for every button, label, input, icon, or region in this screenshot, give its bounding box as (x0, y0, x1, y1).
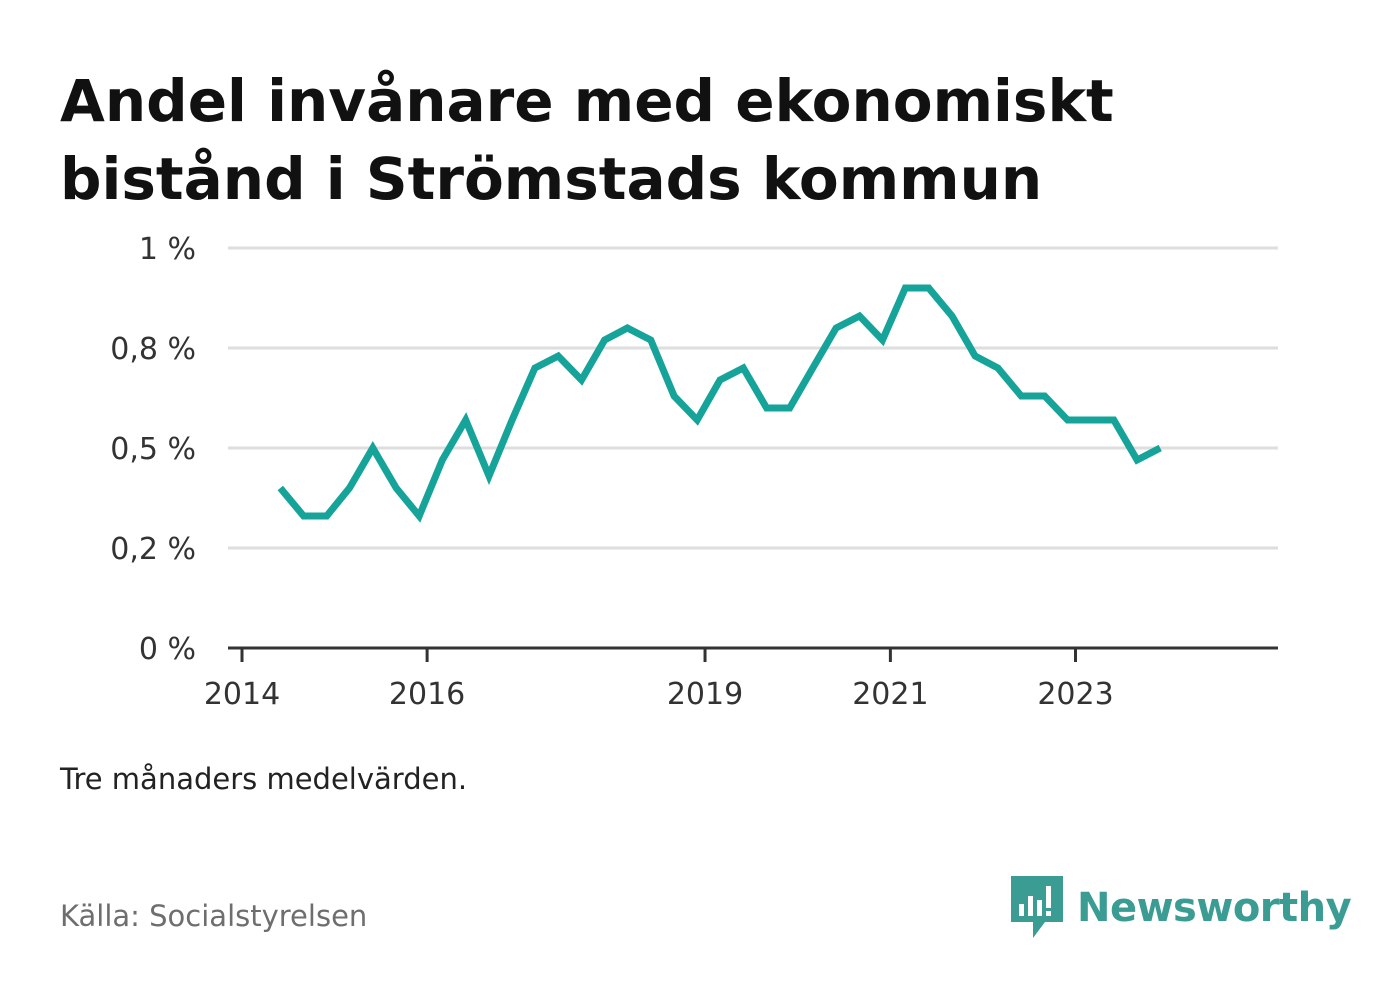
series-layer (277, 284, 1162, 523)
y-tick-label: 0,5 % (110, 432, 196, 467)
x-tick-label: 2014 (204, 677, 280, 712)
brand-name: Newsworthy (1077, 885, 1352, 931)
chart-title: Andel invånare med ekonomiskt bistånd i … (60, 67, 1114, 213)
line-chart: 0 %0,2 %0,5 %0,8 %1 % 2014 2016 2019 2021 20… (110, 232, 1278, 712)
y-tick-label: 1 % (139, 232, 196, 267)
series-line (277, 284, 1162, 523)
chart-note: Tre månaders medelvärden. (60, 762, 468, 796)
y-tick-label: 0,8 % (110, 332, 196, 367)
y-axis-ticks: 0 % 0,2 % 0,5 % 0,8 % 1 % (110, 232, 196, 667)
y-tick-label: 0,2 % (110, 532, 196, 567)
x-axis-ticks: 2014 2016 2019 2021 2023 (204, 648, 1114, 712)
x-tick-label: 2021 (852, 677, 928, 712)
x-tick-label: 2016 (389, 677, 465, 712)
y-tick-label: 0 % (139, 632, 196, 667)
newsworthy-logo-icon (1011, 876, 1063, 938)
source-credit: Källa: Socialstyrelsen (60, 899, 368, 933)
grid-lines (228, 246, 1278, 550)
newsworthy-logo: Newsworthy (1011, 876, 1352, 940)
x-tick-label: 2023 (1037, 677, 1113, 712)
x-tick-label: 2019 (667, 677, 743, 712)
